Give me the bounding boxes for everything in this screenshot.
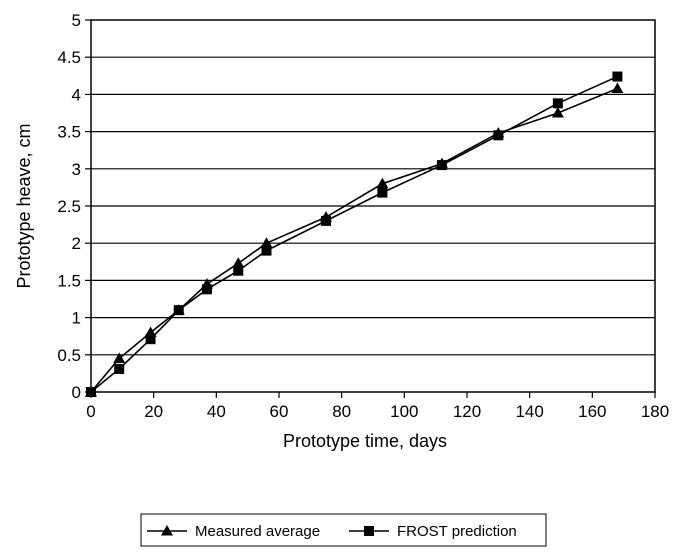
triangle-marker <box>376 177 389 189</box>
y-tick-label: 3.5 <box>57 123 81 142</box>
x-tick-label: 100 <box>390 402 418 421</box>
x-tick-label: 140 <box>515 402 543 421</box>
x-tick-marks <box>90 392 656 398</box>
triangle-marker <box>611 82 624 93</box>
triangle-marker <box>232 257 245 268</box>
y-tick-label: 0.5 <box>57 346 81 365</box>
legend-box <box>140 513 547 547</box>
y-tick-label: 1 <box>72 309 81 328</box>
legend: Measured average FROST prediction <box>140 513 547 547</box>
triangle-marker <box>113 352 126 364</box>
x-tick-labels: 0 20 40 60 80 100 120 140 160 180 <box>86 402 669 421</box>
square-marker <box>201 284 212 295</box>
square-marker <box>86 387 96 397</box>
square-marker <box>493 130 504 141</box>
y-axis-title: Prototype heave, cm <box>14 123 34 288</box>
gridlines <box>91 56 655 356</box>
x-tick-label: 180 <box>641 402 669 421</box>
legend-label: FROST prediction <box>397 523 517 540</box>
x-tick-label: 20 <box>144 402 163 421</box>
square-marker <box>114 363 125 374</box>
square-marker <box>612 71 623 82</box>
series-lines <box>90 75 618 393</box>
square-marker <box>377 187 388 198</box>
x-tick-label: 120 <box>453 402 481 421</box>
x-axis-title: Prototype time, days <box>283 431 447 451</box>
plot-area <box>85 19 656 398</box>
y-tick-label: 0 <box>72 383 81 402</box>
y-tick-labels: 0 0.5 1 1.5 2 2.5 3 3.5 4 4.5 5 <box>57 11 81 402</box>
y-tick-label: 5 <box>72 11 81 30</box>
square-marker <box>321 215 331 226</box>
y-tick-label: 4.5 <box>57 48 81 67</box>
square-marker <box>436 160 447 171</box>
triangle-marker <box>551 107 564 118</box>
x-tick-label: 60 <box>270 402 289 421</box>
legend-square-marker <box>364 526 374 536</box>
x-tick-label: 40 <box>207 402 226 421</box>
square-marker <box>552 98 563 109</box>
square-marker <box>145 334 156 345</box>
triangle-marker <box>260 237 273 248</box>
y-tick-label: 4 <box>72 85 81 104</box>
square-marker <box>233 265 244 276</box>
series-line-2 <box>90 75 618 393</box>
data-markers <box>85 71 624 397</box>
y-tick-label: 2 <box>72 234 81 253</box>
y-tick-label: 3 <box>72 160 81 179</box>
y-tick-label: 2.5 <box>57 197 81 216</box>
legend-triangle-marker <box>161 525 173 536</box>
legend-label: Measured average <box>195 523 320 540</box>
square-marker <box>261 245 272 256</box>
square-marker <box>173 305 184 316</box>
x-tick-label: 0 <box>86 402 95 421</box>
y-tick-marks <box>85 19 91 393</box>
series-line-1 <box>90 87 618 393</box>
x-tick-label: 160 <box>578 402 606 421</box>
y-tick-label: 1.5 <box>57 271 81 290</box>
x-tick-label: 80 <box>332 402 351 421</box>
